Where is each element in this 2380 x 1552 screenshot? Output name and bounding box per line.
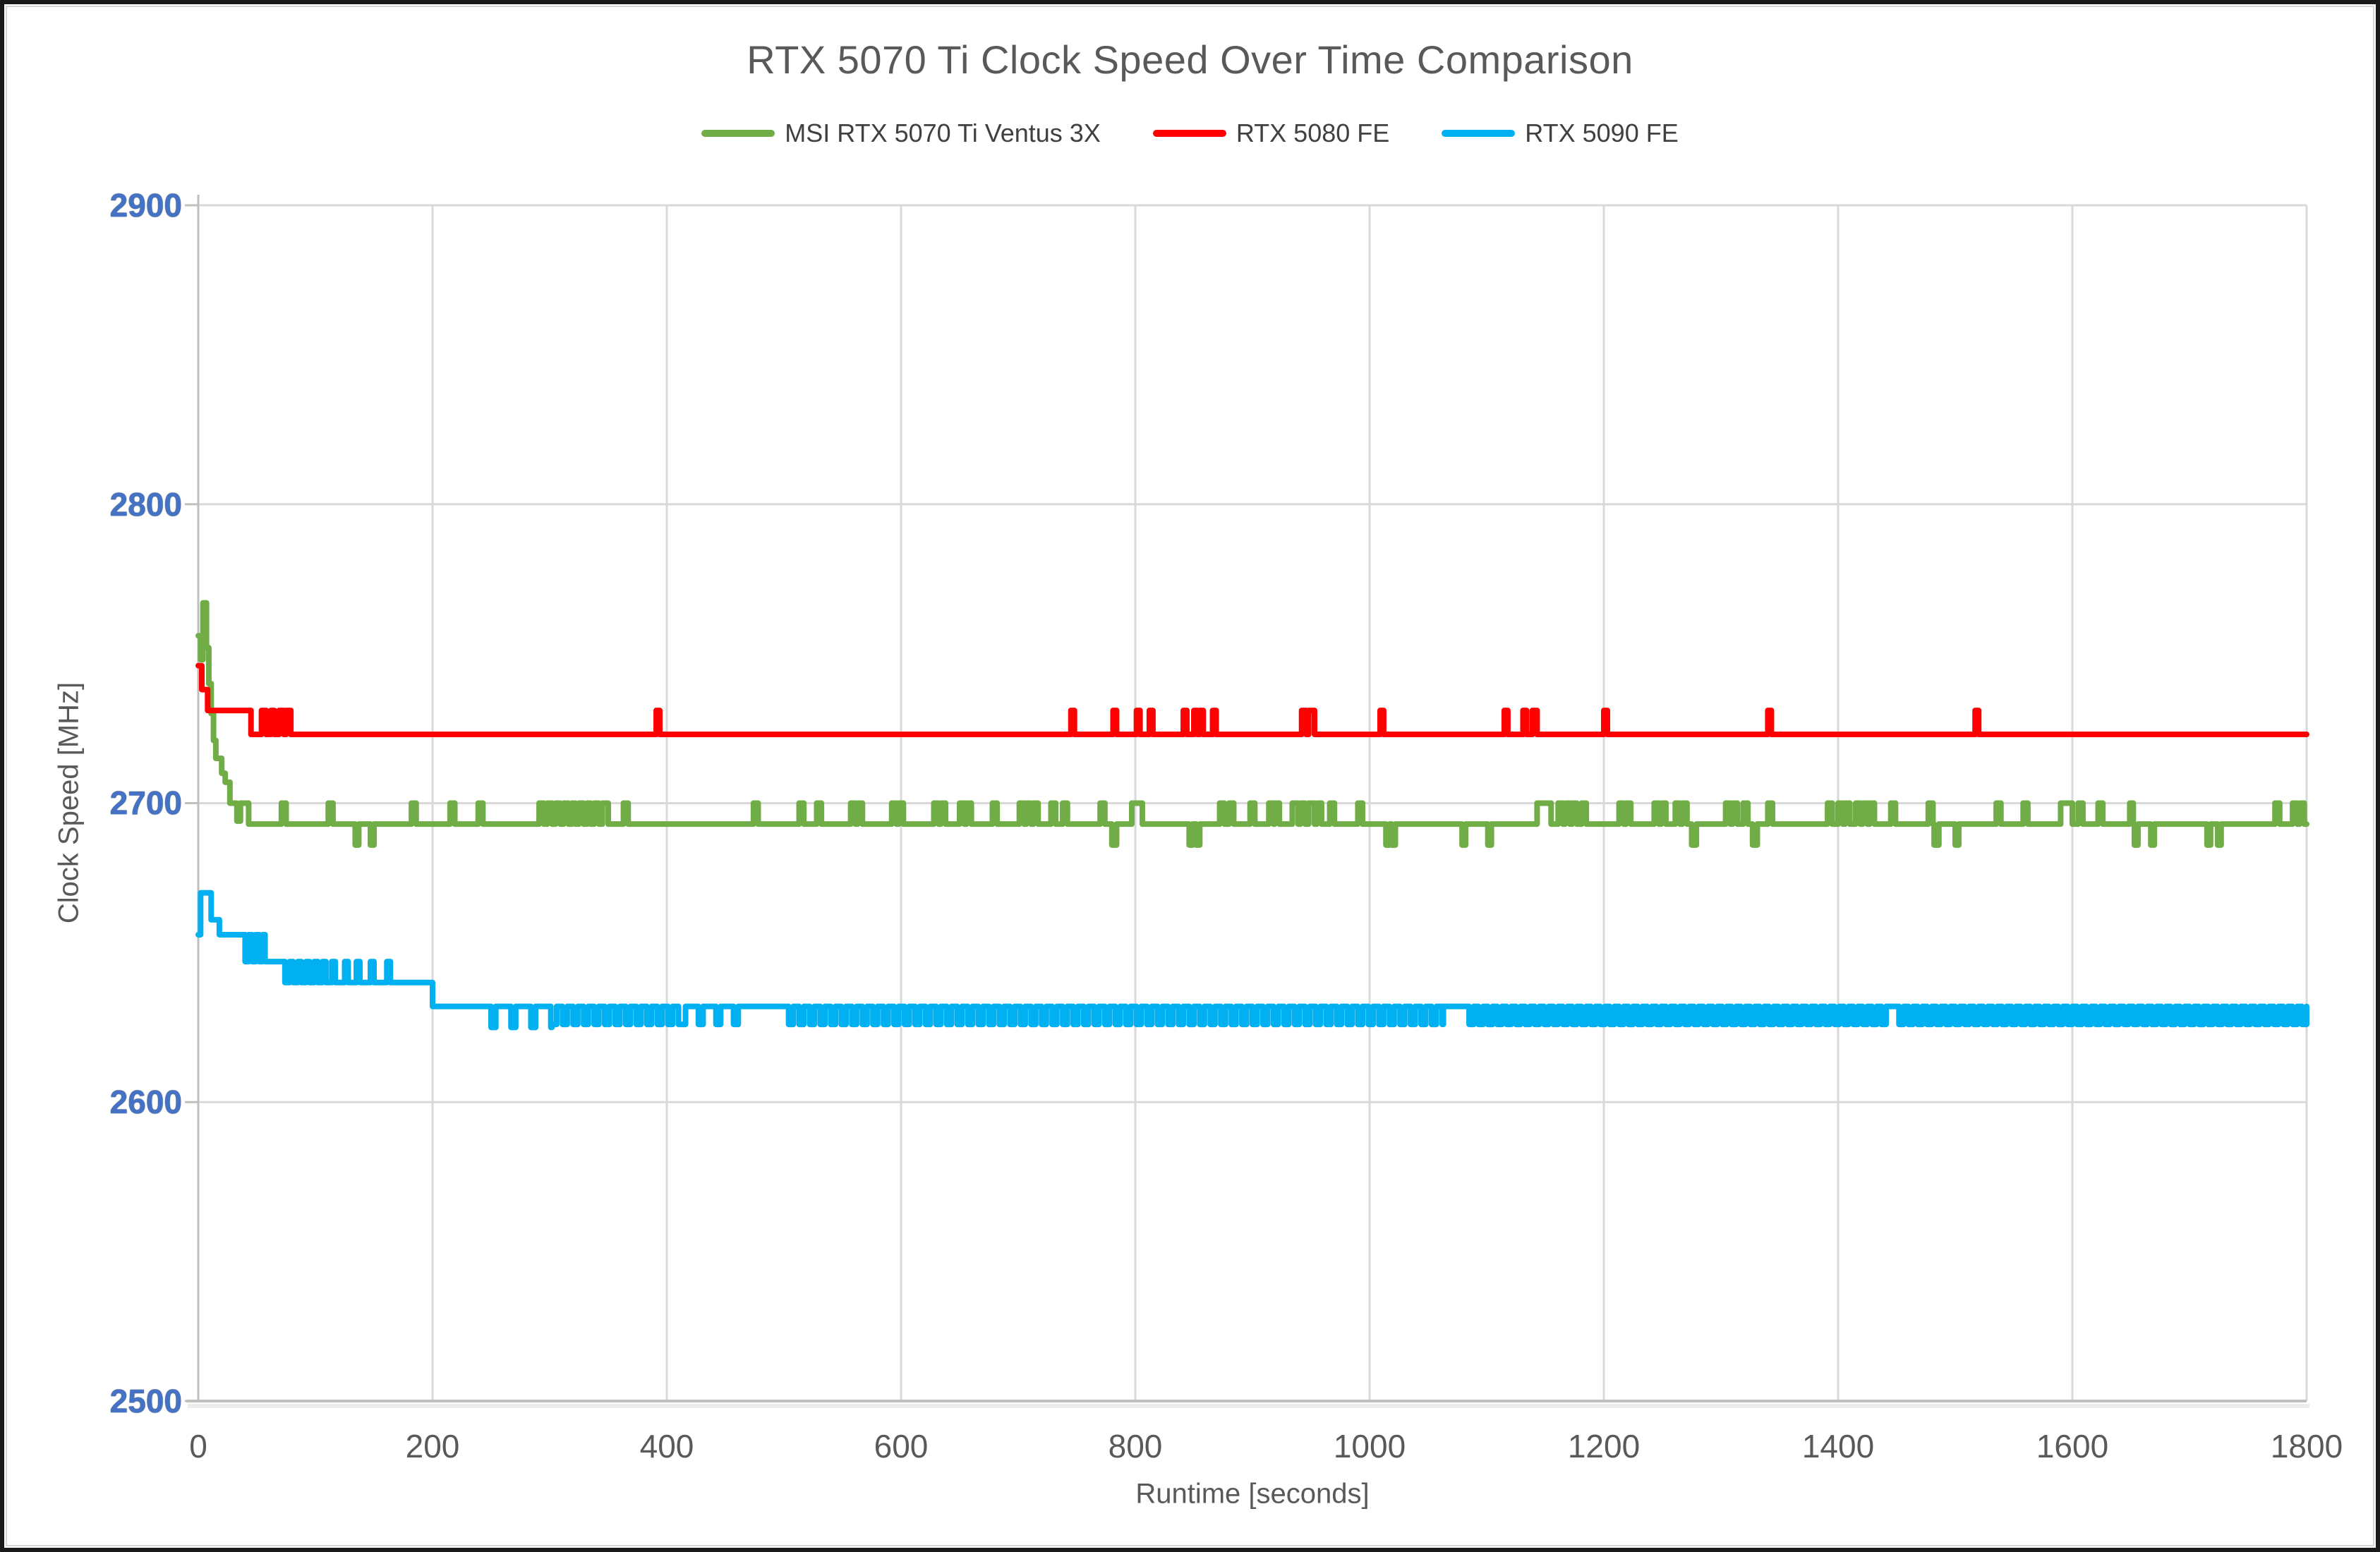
- y-axis-title: Clock Speed [MHz]: [53, 681, 85, 924]
- x-axis-title: Runtime [seconds]: [1135, 1478, 1370, 1510]
- legend: MSI RTX 5070 Ti Ventus 3X RTX 5080 FE RT…: [4, 119, 2376, 148]
- y-tick-label: 2800: [109, 486, 182, 523]
- x-tick-label: 200: [405, 1428, 460, 1465]
- legend-swatch-5090: [1442, 130, 1516, 137]
- legend-label-5080: RTX 5080 FE: [1236, 119, 1390, 147]
- chart-frame: [6, 6, 2374, 1546]
- x-tick-label: 600: [874, 1428, 929, 1465]
- legend-item-5090: RTX 5090 FE: [1442, 119, 1679, 148]
- y-tick-label: 2900: [109, 187, 182, 224]
- x-tick-label: 1200: [1567, 1428, 1641, 1465]
- x-tick-label: 1800: [2270, 1428, 2343, 1465]
- x-tick-label: 1400: [1801, 1428, 1875, 1465]
- x-tick-label: 1600: [2036, 1428, 2109, 1465]
- x-tick-label: 800: [1108, 1428, 1163, 1465]
- plot-area: [185, 195, 2309, 1408]
- x-tick-label: 1000: [1333, 1428, 1406, 1465]
- legend-item-5070ti: MSI RTX 5070 Ti Ventus 3X: [701, 119, 1101, 148]
- x-tick-label: 400: [639, 1428, 694, 1465]
- legend-label-5090: RTX 5090 FE: [1525, 119, 1679, 147]
- legend-swatch-5070ti: [701, 130, 775, 137]
- x-tick-label: 0: [189, 1428, 207, 1465]
- y-tick-label: 2500: [109, 1383, 182, 1419]
- y-tick-label: 2600: [109, 1084, 182, 1120]
- legend-label-5070ti: MSI RTX 5070 Ti Ventus 3X: [785, 119, 1101, 147]
- legend-swatch-5080: [1152, 130, 1226, 137]
- chart-title: RTX 5070 Ti Clock Speed Over Time Compar…: [747, 37, 1633, 82]
- y-tick-label: 2700: [109, 784, 182, 821]
- legend-item-5080: RTX 5080 FE: [1152, 119, 1390, 148]
